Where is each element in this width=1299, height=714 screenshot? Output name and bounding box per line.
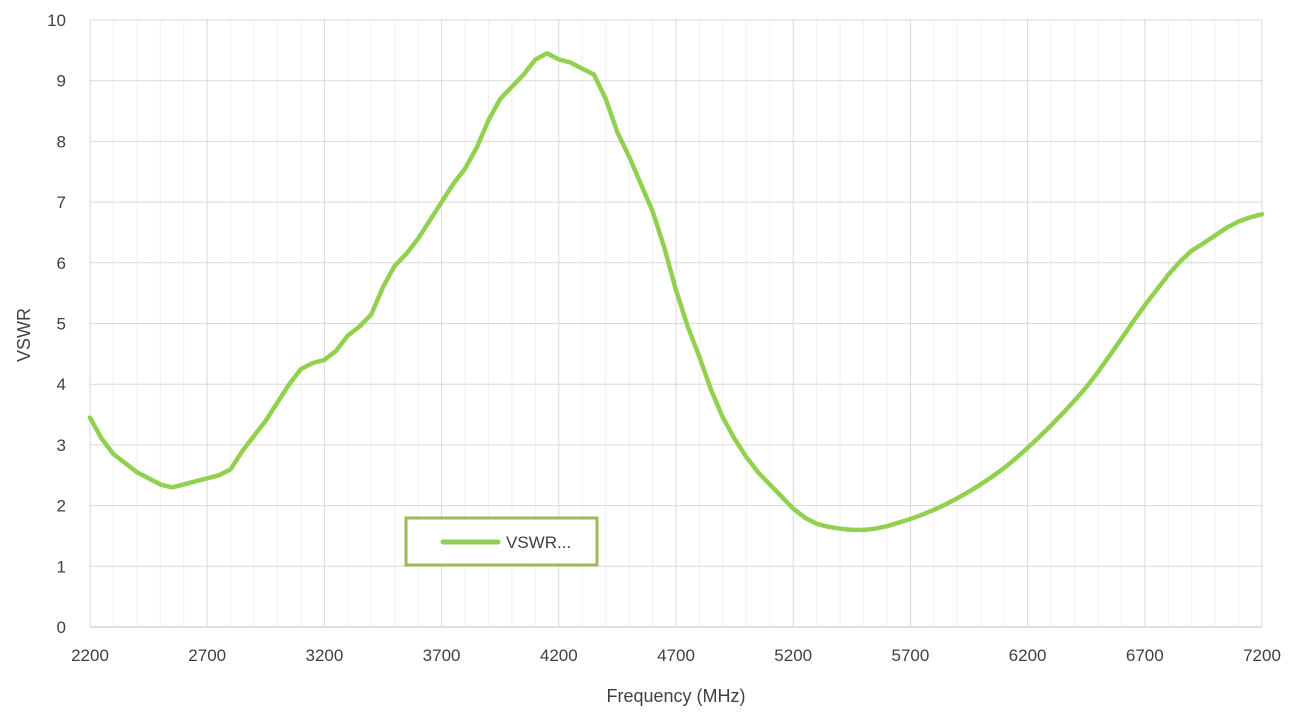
y-tick-label: 6 [57,254,66,273]
y-tick-label: 4 [57,375,66,394]
x-axis-tick-labels: 2200 2700 3200 3700 4200 4700 5200 5700 6200 6700… [71,646,1281,665]
x-tick-label: 7200 [1243,646,1281,665]
series-layer [87,51,1265,533]
y-tick-label: 1 [57,557,66,576]
x-tick-label: 5200 [774,646,812,665]
legend: VSWR... [404,516,599,567]
y-tick-label: 2 [57,497,66,516]
y-tick-label: 9 [57,72,66,91]
y-axis-title: VSWR [14,308,34,362]
y-tick-label: 3 [57,436,66,455]
legend-label: VSWR... [506,533,571,552]
y-tick-label: 10 [47,11,66,30]
y-tick-label: 8 [57,132,66,151]
y-tick-label: 7 [57,193,66,212]
x-axis-title: Frequency (MHz) [606,686,745,706]
legend-box [404,516,599,567]
x-tick-label: 3700 [423,646,461,665]
x-tick-label: 6700 [1126,646,1164,665]
x-tick-label: 3200 [305,646,343,665]
x-tick-label: 5700 [891,646,929,665]
major-gridlines [89,19,1263,628]
series-line-vswr [87,51,1265,533]
y-axis-tick-labels: 0 1 2 3 4 5 6 7 8 9 10 [47,11,66,637]
x-tick-label: 2200 [71,646,109,665]
x-tick-label: 4700 [657,646,695,665]
x-tick-label: 2700 [188,646,226,665]
x-tick-label: 6200 [1009,646,1047,665]
y-tick-label: 5 [57,315,66,334]
x-tick-label: 4200 [540,646,578,665]
y-tick-label: 0 [57,618,66,637]
